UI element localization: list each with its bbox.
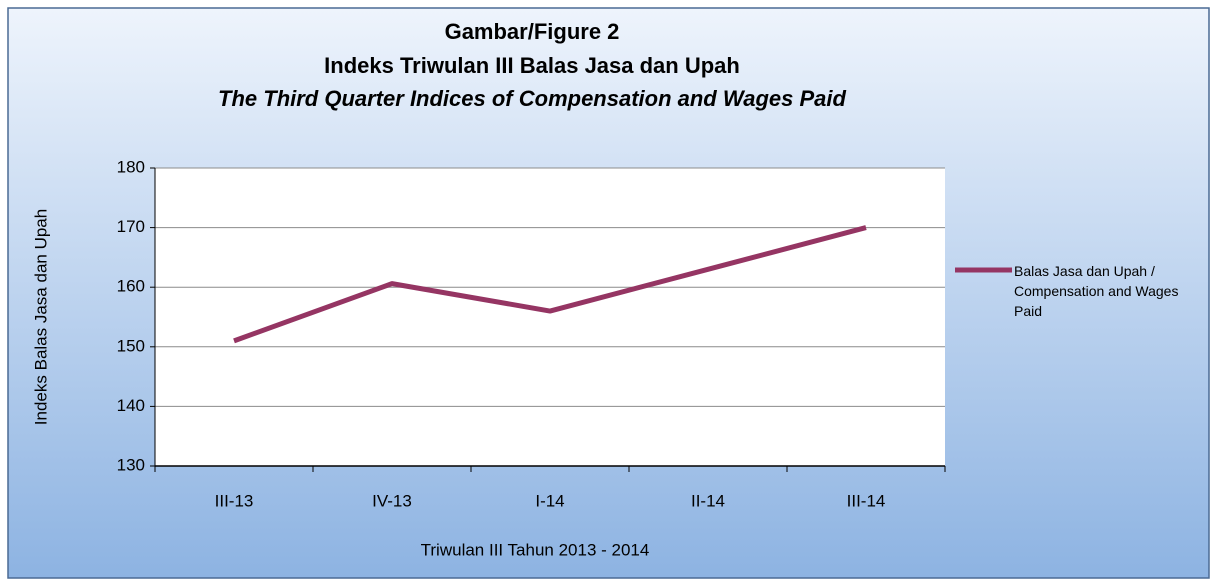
legend-label: Balas Jasa dan Upah / Compensation and W… — [1014, 263, 1179, 319]
chart-title: Gambar/Figure 2 — [445, 19, 620, 44]
y-tick-label: 140 — [117, 396, 145, 415]
x-tick-label: III-14 — [847, 491, 886, 510]
x-tick-label: IV-13 — [372, 491, 412, 510]
chart-subtitle: Indeks Triwulan III Balas Jasa dan Upah — [324, 53, 740, 78]
y-tick-label: 150 — [117, 336, 145, 355]
x-tick-label: I-14 — [535, 491, 564, 510]
data-line — [233, 225, 867, 344]
plot-area — [155, 168, 945, 466]
y-axis-label: Indeks Balas Jasa dan Upah — [31, 209, 50, 425]
y-tick-label: 130 — [117, 455, 145, 474]
x-tick-label: III-13 — [215, 491, 254, 510]
chart-subtitle-en: The Third Quarter Indices of Compensatio… — [218, 86, 846, 111]
y-tick-label: 180 — [117, 157, 145, 176]
y-tick-label: 160 — [117, 277, 145, 296]
x-tick-label: II-14 — [691, 491, 725, 510]
y-tick-label: 170 — [117, 217, 145, 236]
x-axis-label: Triwulan III Tahun 2013 - 2014 — [421, 540, 650, 559]
